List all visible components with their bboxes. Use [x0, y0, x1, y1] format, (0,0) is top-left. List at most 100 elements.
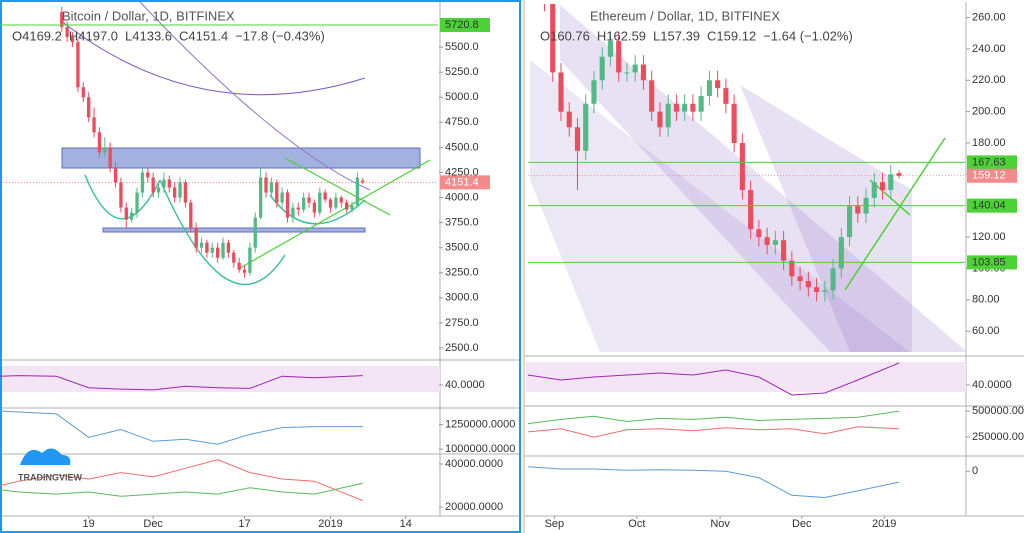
x-tick-label: Oct	[628, 518, 645, 530]
candle-body	[135, 192, 139, 213]
candle-body	[291, 207, 295, 218]
candle-body	[344, 202, 349, 210]
candle-body	[591, 80, 597, 104]
indicator-line	[0, 375, 363, 391]
candle-body	[92, 117, 96, 133]
candle-body	[296, 207, 300, 210]
candle-body	[242, 269, 247, 273]
x-tick-label: 17	[238, 518, 250, 530]
indicator-line	[0, 482, 363, 497]
candle-body	[323, 192, 327, 200]
eth-channels	[530, 5, 965, 352]
x-tick-label: Nov	[710, 518, 730, 530]
candle-body	[690, 103, 696, 112]
y-tick-label: 260.00	[972, 11, 1006, 23]
candle-body	[87, 97, 91, 118]
ohlc-value: −1.64 (−1.02%)	[763, 28, 853, 43]
candle-body	[210, 247, 214, 253]
y-tick-label: 240.00	[972, 43, 1006, 55]
x-tick-label: Dec	[143, 518, 163, 530]
y-tick-label: 2750.0	[445, 317, 479, 329]
watermark: TRADINGVIEW	[18, 472, 83, 482]
indicator-line	[527, 426, 900, 438]
ohlc-value: H4197.0	[69, 28, 118, 43]
chart-title: Ethereum / Dollar, 1D, BITFINEX	[590, 8, 780, 23]
y-tick-label: 4750.0	[445, 116, 479, 128]
candle-body	[318, 192, 322, 213]
candle-body	[772, 240, 778, 245]
candle-body	[781, 240, 787, 261]
candle-body	[814, 287, 820, 292]
y-tick-label: 220.00	[972, 74, 1006, 86]
x-tick-label: 19	[83, 518, 95, 530]
candle-body	[60, 12, 64, 28]
candle-body	[103, 147, 107, 153]
candle-body	[888, 174, 894, 191]
pane-tick-label: 1000000.0000	[445, 443, 515, 455]
price-label: 103.85	[972, 256, 1006, 268]
candle-body	[221, 242, 225, 258]
candle-body	[275, 182, 279, 203]
overlay: 2500.0 2750.0 3000.0 3250.0 3500.0 3750.0 4000…	[0, 8, 1024, 530]
candle-body	[215, 247, 220, 258]
price-label: 140.04	[972, 200, 1006, 212]
candle-body	[76, 42, 80, 88]
ohlc-value: C159.12	[707, 28, 756, 43]
y-tick-label: 5250.0	[445, 66, 479, 78]
candle-body	[350, 205, 354, 210]
candle-body	[334, 197, 338, 208]
x-tick-label: 14	[400, 518, 412, 530]
btc-drawings	[59, 1, 431, 286]
eth-plot	[528, 4, 965, 302]
candle-body	[339, 197, 343, 203]
candle-body	[269, 182, 274, 193]
candle-body	[258, 177, 263, 218]
x-tick-label: 2019	[318, 518, 342, 530]
ohlc-value: H162.59	[597, 28, 646, 43]
candle-body	[156, 187, 161, 193]
candle-body	[665, 103, 671, 128]
candle-body	[328, 199, 333, 208]
candle-body	[871, 182, 877, 198]
y-tick-label: 200.00	[972, 106, 1006, 118]
price-label: 167.63	[972, 156, 1006, 168]
candle-body	[130, 212, 134, 220]
candle-body	[172, 187, 177, 198]
indicator-line	[0, 459, 363, 502]
candle-body	[312, 202, 317, 213]
y-tick-label: 5500.0	[445, 41, 479, 53]
candle-body	[599, 56, 605, 81]
pane-tick-label: 40.0000	[972, 379, 1012, 391]
y-tick-label: 2500.0	[445, 342, 479, 354]
candle-body	[108, 147, 112, 168]
candle-body	[70, 37, 75, 43]
x-tick-label: 2019	[872, 518, 896, 530]
y-tick-label: 3000.0	[445, 292, 479, 304]
candle-body	[566, 111, 572, 128]
candle-body	[797, 276, 803, 281]
y-tick-label: 5000.0	[445, 91, 479, 103]
candle-body	[178, 182, 182, 198]
candle-body	[183, 182, 188, 203]
candle-body	[97, 132, 102, 153]
y-tick-label: 80.00	[972, 294, 1000, 306]
candle-body	[307, 197, 311, 203]
indicator-line	[0, 410, 363, 445]
candle-body	[830, 268, 836, 291]
candle-body	[756, 229, 762, 238]
candle-body	[194, 227, 198, 248]
panel-frame[interactable]	[0, 0, 521, 533]
last-price-label: 4151.4	[445, 176, 479, 188]
ohlc-value: L157.39	[653, 28, 700, 43]
candle-body	[805, 281, 811, 288]
pane-tick-label: 40000.0000	[445, 458, 503, 470]
candle-body	[65, 27, 69, 38]
candle-body	[167, 179, 171, 188]
candle-body	[550, 4, 556, 73]
candle-body	[698, 95, 704, 112]
candle-body	[715, 80, 721, 89]
candle-body	[248, 247, 252, 273]
btc-plot	[0, 7, 438, 278]
